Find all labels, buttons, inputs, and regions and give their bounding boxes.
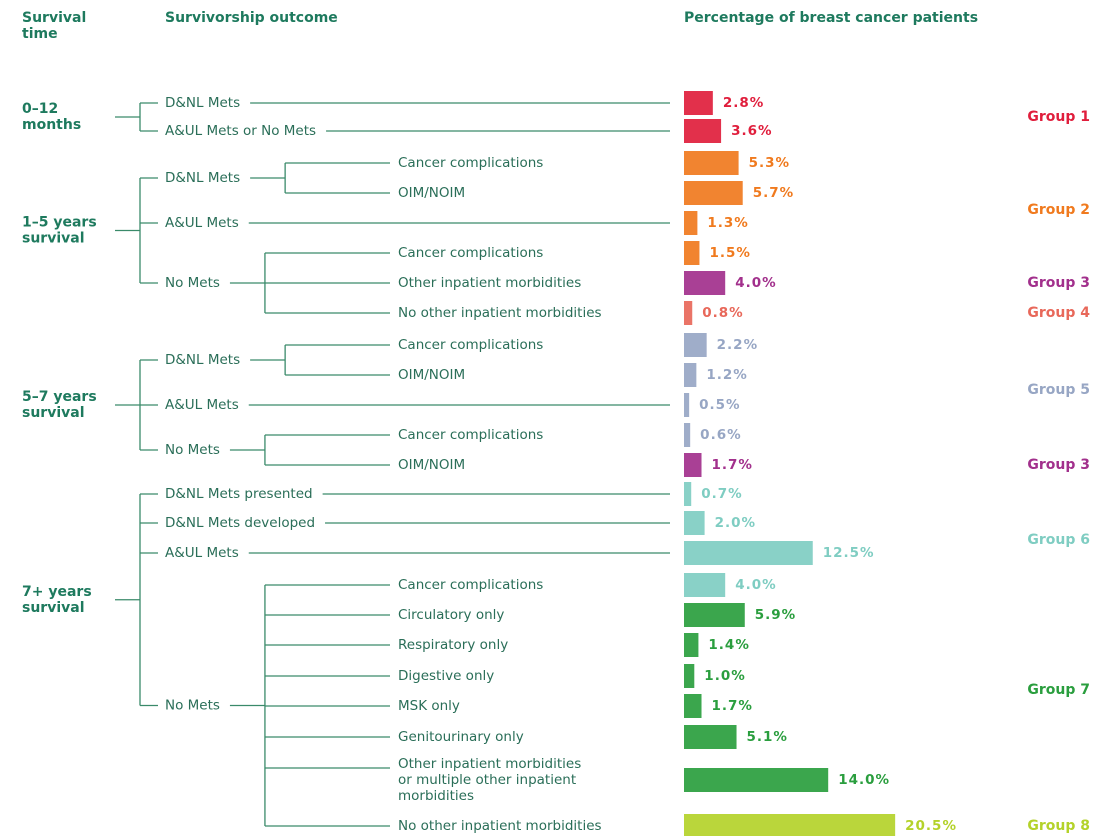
bar <box>684 301 693 325</box>
value-label: 4.0% <box>735 577 776 593</box>
value-label: 2.2% <box>717 337 758 353</box>
bar <box>684 181 743 205</box>
bar <box>684 482 692 506</box>
value-label: 2.0% <box>715 515 756 531</box>
leaf-label: OIM/NOIM <box>398 185 465 201</box>
bar <box>684 211 698 235</box>
bar <box>684 633 699 657</box>
bar <box>684 271 726 295</box>
leaf-label: Cancer complications <box>398 245 543 261</box>
group-label: Group 8 <box>1027 818 1090 834</box>
leaf-label: Other inpatient morbidities or multiple o… <box>398 756 581 804</box>
leaf-label: Cancer complications <box>398 337 543 353</box>
leaf-label: Genitourinary only <box>398 729 524 745</box>
bar <box>684 725 737 749</box>
outcome-label: A&UL Mets <box>165 397 239 413</box>
bar <box>684 768 829 792</box>
outcome-label: No Mets <box>165 275 220 291</box>
outcome-label: No Mets <box>165 442 220 458</box>
bar <box>684 511 705 535</box>
value-label: 2.8% <box>723 95 764 111</box>
value-label: 1.5% <box>709 245 750 261</box>
outcome-label: D&NL Mets developed <box>165 515 315 531</box>
value-label: 5.1% <box>747 729 788 745</box>
bar <box>684 393 690 417</box>
leaf-label: Respiratory only <box>398 637 508 653</box>
group-label: Group 1 <box>1027 109 1090 125</box>
bar <box>684 453 702 477</box>
value-label: 5.3% <box>749 155 790 171</box>
value-label: 1.4% <box>708 637 749 653</box>
value-label: 0.5% <box>699 397 740 413</box>
bar <box>684 694 702 718</box>
outcome-label: D&NL Mets <box>165 352 240 368</box>
outcome-label: D&NL Mets presented <box>165 486 313 502</box>
header-outcome: Survivorship outcome <box>165 10 338 26</box>
value-label: 5.7% <box>753 185 794 201</box>
group-label: Group 7 <box>1027 682 1090 698</box>
bar <box>684 541 813 565</box>
outcome-label: D&NL Mets <box>165 170 240 186</box>
group-label: Group 5 <box>1027 382 1090 398</box>
value-label: 14.0% <box>838 772 890 788</box>
outcome-label: A&UL Mets <box>165 545 239 561</box>
bar <box>684 91 713 115</box>
leaf-label: Digestive only <box>398 668 494 684</box>
header-percentage: Percentage of breast cancer patients <box>684 10 978 26</box>
outcome-label: A&UL Mets <box>165 215 239 231</box>
bar <box>684 151 739 175</box>
value-label: 5.9% <box>755 607 796 623</box>
survival-label: 7+ years survival <box>22 584 92 616</box>
group-label: Group 3 <box>1027 275 1090 291</box>
bar <box>684 333 707 357</box>
bar <box>684 814 896 836</box>
bar <box>684 423 691 447</box>
survival-label: 0–12 months <box>22 101 81 133</box>
value-label: 12.5% <box>823 545 875 561</box>
leaf-label: Cancer complications <box>398 427 543 443</box>
leaf-label: OIM/NOIM <box>398 457 465 473</box>
value-label: 1.0% <box>704 668 745 684</box>
group-label: Group 2 <box>1027 202 1090 218</box>
bar <box>684 573 726 597</box>
header-survival-time: Survival time <box>22 10 86 42</box>
bar <box>684 363 697 387</box>
leaf-label: No other inpatient morbidities <box>398 818 602 834</box>
group-label: Group 3 <box>1027 457 1090 473</box>
leaf-label: No other inpatient morbidities <box>398 305 602 321</box>
value-label: 20.5% <box>905 818 957 834</box>
leaf-label: Other inpatient morbidities <box>398 275 581 291</box>
value-label: 0.7% <box>701 486 742 502</box>
value-label: 3.6% <box>731 123 772 139</box>
leaf-label: Cancer complications <box>398 155 543 171</box>
leaf-label: Circulatory only <box>398 607 504 623</box>
outcome-label: D&NL Mets <box>165 95 240 111</box>
value-label: 1.7% <box>712 457 753 473</box>
bar <box>684 603 745 627</box>
leaf-label: MSK only <box>398 698 460 714</box>
bar <box>684 664 695 688</box>
value-label: 1.7% <box>712 698 753 714</box>
value-label: 0.6% <box>700 427 741 443</box>
group-label: Group 4 <box>1027 305 1090 321</box>
value-label: 4.0% <box>735 275 776 291</box>
leaf-label: OIM/NOIM <box>398 367 465 383</box>
value-label: 0.8% <box>702 305 743 321</box>
group-label: Group 6 <box>1027 532 1090 548</box>
outcome-label: No Mets <box>165 698 220 714</box>
bar <box>684 119 722 143</box>
value-label: 1.3% <box>707 215 748 231</box>
outcome-label: A&UL Mets or No Mets <box>165 123 316 139</box>
value-label: 1.2% <box>706 367 747 383</box>
survival-label: 1–5 years survival <box>22 215 97 247</box>
bar <box>684 241 700 265</box>
leaf-label: Cancer complications <box>398 577 543 593</box>
survival-label: 5–7 years survival <box>22 389 97 421</box>
